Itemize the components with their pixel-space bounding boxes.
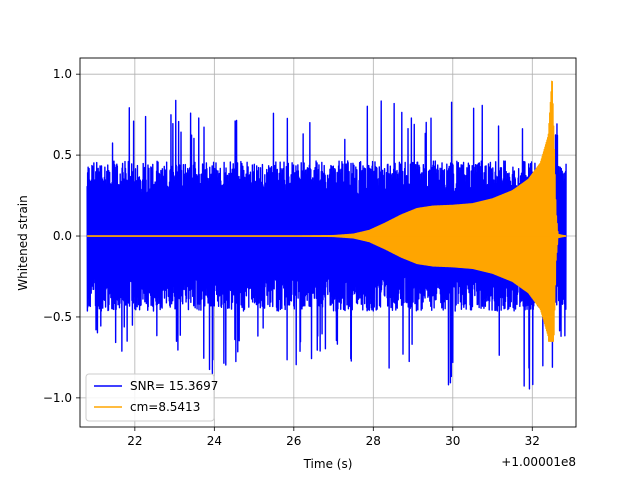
legend: SNR= 15.3697 cm=8.5413 [85, 373, 218, 422]
x-tick-label: 32 [525, 434, 540, 448]
y-axis-label: Whitened strain [16, 195, 30, 291]
x-tick-label: 24 [207, 434, 222, 448]
y-tick-label: −1.0 [43, 391, 72, 405]
y-tick-label: −0.5 [43, 310, 72, 324]
y-axis: −1.0 −0.5 0.0 0.5 1.0 [43, 67, 80, 405]
x-offset-label: +1.00001e8 [501, 455, 576, 469]
x-tick-label: 28 [366, 434, 381, 448]
y-tick-label: 0.0 [53, 229, 72, 243]
x-tick-label: 22 [127, 434, 142, 448]
x-axis-label: Time (s) [303, 457, 353, 471]
plot-area [86, 80, 567, 390]
legend-label-snr: SNR= 15.3697 [130, 379, 218, 393]
x-axis: 22 24 26 28 30 32 [127, 427, 540, 448]
x-tick-label: 26 [286, 434, 301, 448]
legend-label-cm: cm=8.5413 [130, 400, 200, 414]
x-tick-label: 30 [445, 434, 460, 448]
axes-frame [79, 57, 577, 428]
y-tick-label: 0.5 [53, 148, 72, 162]
y-tick-label: 1.0 [53, 67, 72, 81]
